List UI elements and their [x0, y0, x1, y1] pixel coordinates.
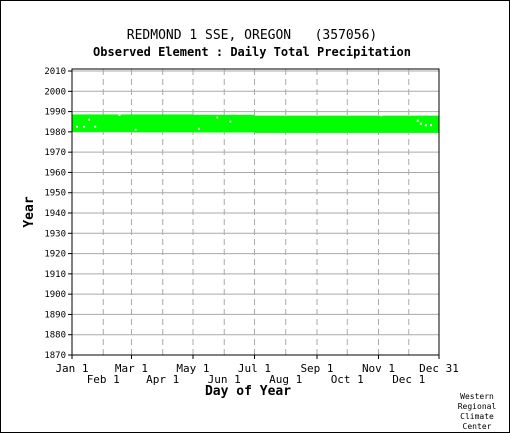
y-tick-label: 1870: [44, 351, 66, 361]
credit-line: Western: [460, 392, 494, 401]
x-tick-label: Feb 1: [87, 373, 120, 386]
missing-marks: [76, 114, 432, 131]
x-tick-label: May 1: [176, 362, 209, 375]
x-tick-label: Nov 1: [362, 362, 395, 375]
y-tick-label: 1980: [44, 128, 66, 138]
missing-mark: [94, 125, 97, 128]
x-tick-label: Jan 1: [55, 362, 88, 375]
y-tick-label: 1930: [44, 229, 66, 239]
y-axis: 1870 1880 1890 1900 1910 1920 1930 1940 1950 1960…: [44, 67, 72, 361]
missing-mark: [198, 127, 201, 130]
data-band-segment: [72, 114, 132, 132]
y-tick-label: 1880: [44, 331, 66, 341]
missing-mark: [416, 119, 419, 122]
y-tick-label: 1920: [44, 250, 66, 260]
x-axis-label: Day of Year: [205, 384, 291, 399]
missing-mark: [380, 114, 383, 117]
x-tick-label: Jul 1: [238, 362, 271, 375]
credit-line: Center: [463, 422, 492, 431]
y-tick-label: 1890: [44, 310, 66, 320]
chart-title: REDMOND 1 SSE, OREGON (357056): [127, 28, 377, 43]
credit-line: Climate: [460, 412, 494, 421]
credit-line: Regional: [458, 402, 497, 411]
y-tick-label: 1900: [44, 290, 66, 300]
y-axis-label: Year: [22, 196, 37, 227]
grid-lines: [72, 69, 439, 356]
data-band-segment: [131, 114, 193, 133]
y-tick-label: 1940: [44, 209, 66, 219]
y-tick-label: 2010: [44, 67, 66, 77]
missing-mark: [229, 120, 232, 123]
y-tick-label: 1970: [44, 148, 66, 158]
x-tick-label: Jun 1: [208, 373, 241, 386]
data-band: [72, 114, 439, 133]
plot-area: [71, 68, 440, 356]
x-tick-label: Oct 1: [331, 373, 364, 386]
x-tick-label: Aug 1: [269, 373, 302, 386]
data-band-segment: [254, 115, 439, 133]
x-tick-label: Dec 1: [392, 373, 425, 386]
data-band-segment: [192, 114, 255, 133]
x-tick-label: Dec 31: [419, 362, 459, 375]
missing-mark: [83, 125, 86, 128]
missing-mark: [216, 116, 219, 119]
y-tick-label: 1960: [44, 168, 66, 178]
missing-mark: [118, 114, 121, 117]
missing-mark: [429, 124, 432, 127]
chart-subtitle: Observed Element : Daily Total Precipita…: [93, 45, 411, 59]
y-tick-label: 1990: [44, 108, 66, 118]
x-tick-label: Apr 1: [146, 373, 179, 386]
x-tick-label: Mar 1: [115, 362, 148, 375]
missing-mark: [76, 125, 79, 128]
missing-mark: [88, 118, 91, 121]
x-tick-label: Sep 1: [300, 362, 333, 375]
y-tick-label: 1910: [44, 270, 66, 280]
x-axis: Jan 1 Mar 1 May 1 Jul 1 Sep 1 Nov 1 Dec 31 Feb …: [55, 355, 459, 386]
y-tick-label: 2000: [44, 87, 66, 97]
missing-mark: [134, 128, 137, 131]
missing-mark: [419, 122, 422, 125]
y-tick-label: 1950: [44, 189, 66, 199]
missing-mark: [424, 124, 427, 127]
